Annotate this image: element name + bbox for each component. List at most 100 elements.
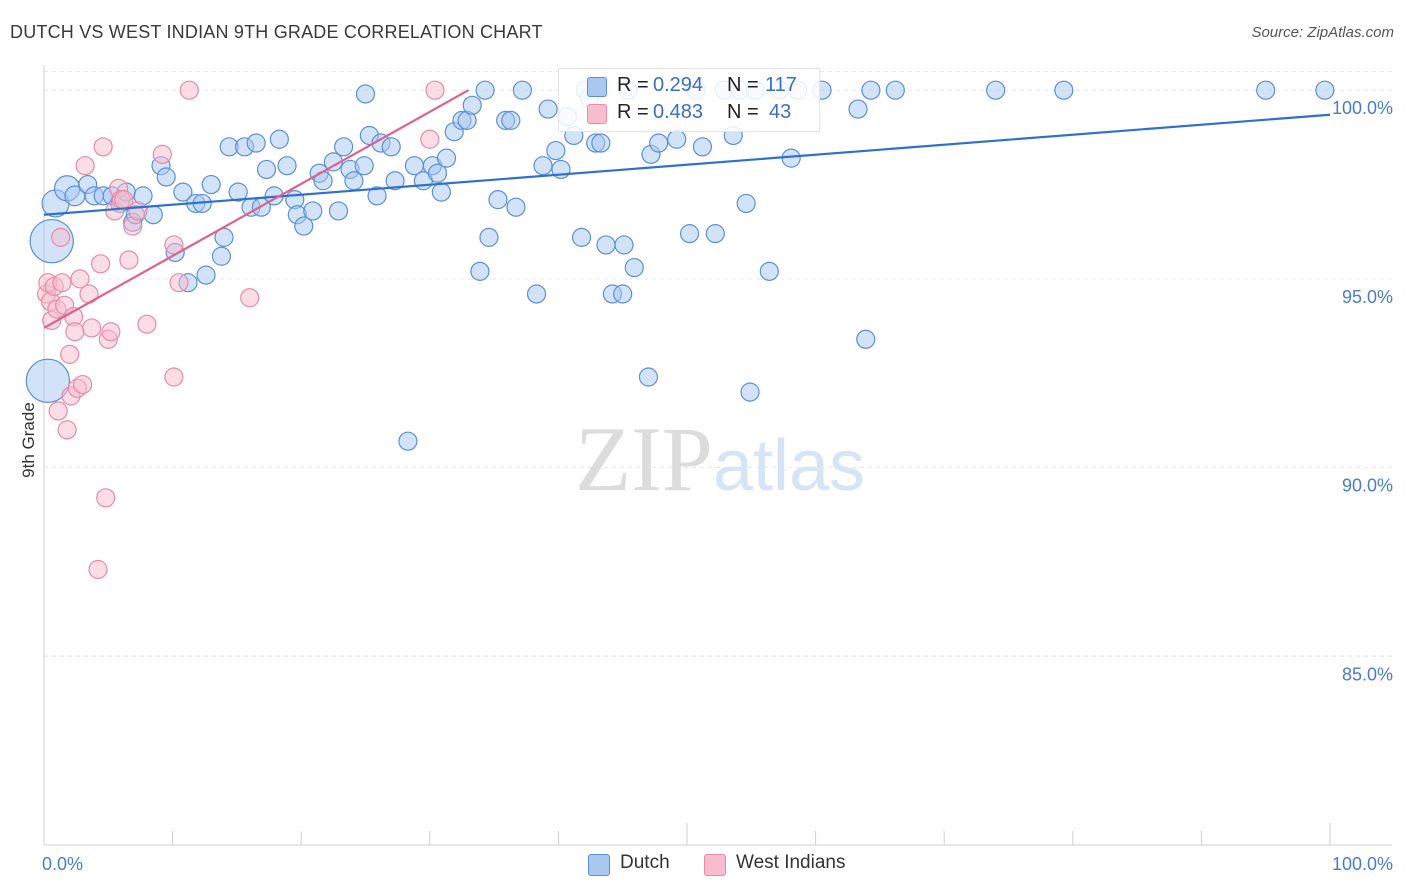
data-point <box>354 156 374 176</box>
x-tick-label-max: 100.0% <box>1332 854 1393 874</box>
y-tick-label: 100.0% <box>1332 98 1393 118</box>
x-tick-label-min: 0.0% <box>42 854 83 874</box>
data-point <box>470 261 490 281</box>
data-point <box>367 186 387 206</box>
data-point <box>48 401 68 421</box>
trend-line-dutch <box>43 113 1331 216</box>
data-point <box>596 235 616 255</box>
data-point <box>638 367 659 387</box>
data-point <box>57 420 77 440</box>
data-point <box>169 273 189 293</box>
data-point <box>201 174 221 195</box>
data-point <box>571 227 592 247</box>
data-point <box>240 288 260 308</box>
data-point <box>93 137 113 157</box>
data-point <box>479 227 499 247</box>
data-point <box>70 269 90 289</box>
data-point <box>488 190 508 210</box>
data-point <box>228 182 248 202</box>
data-point <box>705 224 725 244</box>
data-point <box>164 367 184 387</box>
data-point <box>303 201 323 221</box>
data-point <box>101 322 121 342</box>
data-point <box>475 80 495 100</box>
data-point <box>25 358 71 403</box>
data-point <box>137 314 157 334</box>
data-point <box>196 265 216 285</box>
data-point <box>211 246 232 266</box>
source-note: Source: ZipAtlas.com <box>1251 24 1394 41</box>
data-point <box>667 129 687 149</box>
data-point <box>246 133 266 153</box>
y-axis-title: 9th Grade <box>19 402 38 478</box>
data-point <box>119 250 139 270</box>
y-tick-label: 95.0% <box>1342 287 1393 307</box>
data-point <box>736 193 756 214</box>
series-swatch-west-indians <box>704 854 726 876</box>
data-point <box>75 156 95 176</box>
data-point <box>613 284 633 304</box>
data-point <box>344 171 364 191</box>
legend-swatch-dutch <box>587 77 607 97</box>
data-point <box>152 144 172 164</box>
data-point <box>398 431 418 451</box>
data-point <box>51 227 71 247</box>
data-point <box>986 80 1006 100</box>
data-point <box>179 80 199 100</box>
legend-r-value: 0.483 <box>653 101 704 123</box>
data-point <box>431 182 451 202</box>
data-point <box>591 133 611 153</box>
data-point <box>848 99 868 119</box>
trend-lines <box>43 89 1331 329</box>
legend-n-label: N = <box>727 101 759 123</box>
data-point <box>740 382 760 402</box>
data-point <box>72 374 93 395</box>
axes <box>43 65 1392 846</box>
data-point <box>526 284 547 304</box>
data-point <box>269 129 289 149</box>
data-point <box>128 201 148 221</box>
data-point <box>96 488 116 508</box>
data-point <box>334 137 354 157</box>
legend-swatch-west-indians <box>587 104 607 124</box>
x-tick-labels: 0.0% 100.0% <box>42 854 1393 874</box>
data-point <box>501 110 521 130</box>
data-point <box>506 197 526 217</box>
dutch-points <box>25 80 1335 451</box>
data-point <box>1315 80 1335 100</box>
trend-line-west-indians <box>43 89 469 329</box>
series-swatch-dutch <box>588 854 610 876</box>
series-label-dutch: Dutch <box>620 852 670 873</box>
data-point <box>381 137 401 157</box>
chart-title: DUTCH VS WEST INDIAN 9TH GRADE CORRELATI… <box>10 22 543 42</box>
legend-r-label: R = <box>617 74 649 96</box>
y-tick-labels: 100.0% 95.0% 90.0% 85.0% <box>1332 98 1393 684</box>
data-point <box>1054 80 1074 100</box>
legend-r-label: R = <box>617 101 649 123</box>
data-point <box>156 167 176 187</box>
data-point <box>679 224 700 244</box>
stats-legend: R = 0.294 N = 117 R = 0.483 N = 43 <box>558 68 820 132</box>
legend-r-value: 0.294 <box>653 74 704 96</box>
data-point <box>885 80 905 100</box>
data-point <box>692 137 713 157</box>
data-point <box>214 227 234 247</box>
legend-n-label: N = <box>727 74 759 96</box>
data-point <box>649 133 669 153</box>
series-label-west-indians: West Indians <box>736 852 846 873</box>
data-point <box>256 159 277 180</box>
data-point <box>1256 80 1276 100</box>
data-point <box>512 80 532 100</box>
data-point <box>173 182 193 202</box>
watermark: ZIPatlas <box>575 408 865 510</box>
data-point <box>538 99 558 119</box>
data-point <box>546 140 566 161</box>
data-point <box>624 257 644 278</box>
data-point <box>420 129 440 149</box>
y-tick-label: 90.0% <box>1342 476 1393 496</box>
data-point <box>60 344 80 364</box>
data-point <box>385 171 405 191</box>
data-point <box>81 318 102 338</box>
data-point <box>88 559 108 580</box>
